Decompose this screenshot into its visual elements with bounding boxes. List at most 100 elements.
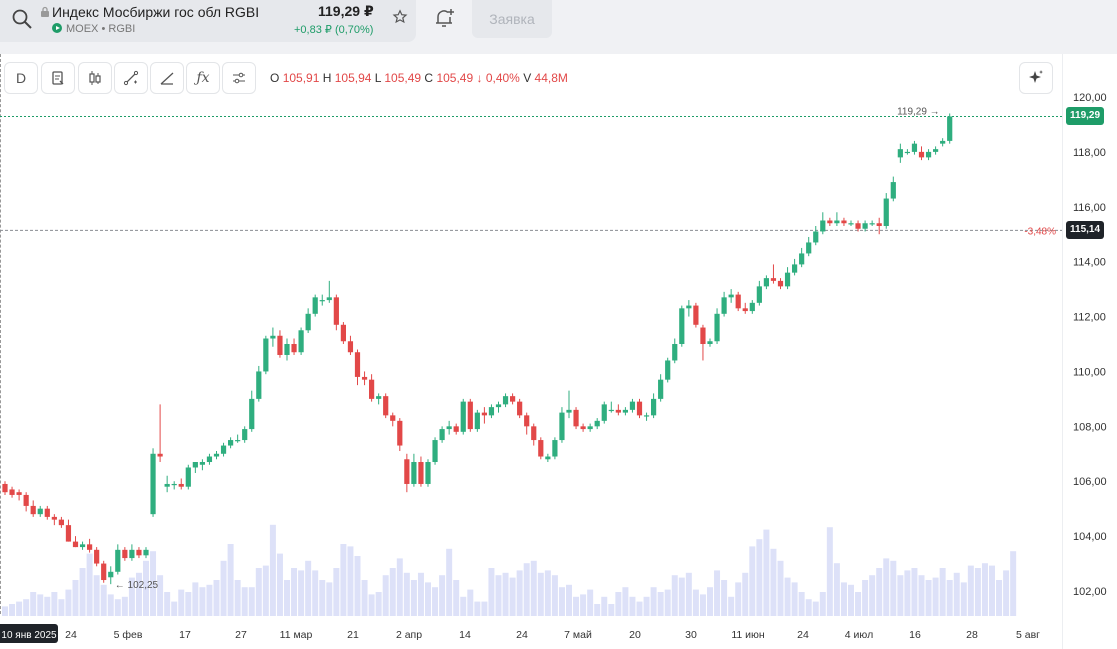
settings-button[interactable] bbox=[222, 62, 256, 94]
close-label: C bbox=[424, 71, 434, 85]
x-tick-label: 11 мар bbox=[280, 629, 313, 641]
change-value: ↓ 0,40% bbox=[476, 71, 520, 85]
high-label: H bbox=[322, 71, 332, 85]
volume-bar bbox=[798, 592, 805, 616]
candle-body bbox=[707, 341, 713, 344]
candle-body bbox=[65, 525, 72, 542]
volume-bar bbox=[474, 601, 481, 616]
volume-bar bbox=[495, 575, 502, 616]
candle-body bbox=[502, 396, 509, 405]
y-tick-label: 110,00 bbox=[1073, 366, 1106, 378]
volume-bar bbox=[594, 604, 601, 616]
volume-bar bbox=[805, 599, 812, 616]
volume-bar bbox=[128, 577, 135, 616]
volume-bar bbox=[199, 587, 206, 616]
volume-bar bbox=[333, 568, 340, 616]
volume-bar bbox=[784, 577, 791, 616]
candle-body bbox=[897, 149, 903, 158]
candle-body bbox=[693, 305, 699, 325]
order-button[interactable]: Заявка bbox=[472, 0, 552, 38]
candle-body bbox=[23, 494, 29, 506]
x-tick-label: 28 bbox=[966, 629, 978, 641]
volume-label: V bbox=[523, 71, 532, 85]
candle-body bbox=[756, 286, 762, 303]
x-tick-label: 30 bbox=[685, 629, 697, 641]
y-tick-label: 108,00 bbox=[1073, 421, 1107, 433]
candle-body bbox=[890, 182, 896, 199]
interval-button[interactable]: D bbox=[4, 62, 38, 94]
volume-bar bbox=[72, 580, 79, 616]
candle-body bbox=[876, 223, 882, 226]
volume-bar bbox=[932, 577, 939, 616]
x-tick-label: 5 авг bbox=[1016, 629, 1040, 641]
candle-body bbox=[643, 415, 650, 417]
candle-body bbox=[291, 344, 297, 353]
left-edge-marker bbox=[0, 54, 1, 614]
volume-bar bbox=[890, 560, 897, 616]
instrument-search[interactable]: Индекс Мосбиржи гос обл RGBI 119,29 ₽ MO… bbox=[0, 0, 416, 42]
volume-bar bbox=[939, 568, 946, 616]
volume-bar bbox=[16, 601, 23, 616]
candle-body bbox=[242, 429, 248, 441]
volume-bar bbox=[291, 568, 298, 616]
indicators-button[interactable]: ƒx bbox=[186, 62, 220, 94]
volume-bar bbox=[678, 577, 685, 616]
x-tick-label: 16 bbox=[909, 629, 921, 641]
volume-bar bbox=[234, 580, 241, 616]
volume-bar bbox=[551, 575, 558, 616]
volume-bar bbox=[946, 580, 953, 616]
volume-bar bbox=[107, 594, 114, 616]
candle-body bbox=[594, 420, 600, 427]
volume-bar bbox=[410, 580, 417, 616]
y-tick-label: 118,00 bbox=[1073, 147, 1106, 159]
candle-body bbox=[249, 398, 255, 430]
last-price-badge: 119,29 bbox=[1066, 107, 1105, 126]
search-icon[interactable] bbox=[10, 7, 34, 31]
candle-body bbox=[672, 344, 678, 361]
document-button[interactable] bbox=[41, 62, 75, 94]
volume-bar bbox=[770, 548, 777, 616]
candle-body bbox=[460, 401, 466, 432]
candle-body bbox=[228, 440, 234, 446]
bell-icon[interactable] bbox=[432, 6, 456, 30]
candle-body bbox=[827, 220, 833, 224]
candle-body bbox=[615, 409, 621, 413]
candle-body bbox=[206, 456, 213, 463]
volume-bar bbox=[650, 587, 657, 616]
candle-body bbox=[834, 220, 840, 224]
volume-bar bbox=[23, 599, 30, 616]
candle-body bbox=[383, 396, 389, 416]
candle-body bbox=[347, 341, 354, 353]
volume-bar bbox=[488, 568, 495, 616]
ai-button[interactable] bbox=[1019, 62, 1053, 94]
x-tick-label: 10 янв 2025 bbox=[1, 630, 57, 641]
volume-bar bbox=[608, 604, 615, 616]
volume-bar bbox=[953, 572, 960, 616]
candle-body bbox=[495, 404, 502, 408]
candle-body bbox=[806, 242, 812, 254]
volume-bar bbox=[749, 546, 756, 616]
volume-bar bbox=[79, 568, 86, 616]
draw-tool-button[interactable] bbox=[150, 62, 184, 94]
volume-bar bbox=[699, 594, 706, 616]
candle-body bbox=[629, 401, 636, 410]
y-tick-label: 106,00 bbox=[1073, 476, 1107, 488]
volume-bar bbox=[855, 592, 862, 616]
settings-icon bbox=[233, 72, 245, 84]
volume-bar bbox=[629, 596, 636, 616]
line-tool-button[interactable] bbox=[114, 62, 148, 94]
volume-bar bbox=[396, 558, 403, 616]
candle-body bbox=[411, 462, 417, 484]
candle-body bbox=[714, 313, 720, 342]
candle-body bbox=[101, 563, 107, 581]
high-value: 105,94 bbox=[334, 71, 372, 85]
volume-bar bbox=[819, 592, 826, 616]
volume-bar bbox=[742, 572, 749, 616]
candle-body bbox=[742, 308, 748, 312]
candle-body bbox=[333, 297, 339, 325]
chart-type-button[interactable] bbox=[78, 62, 112, 94]
star-icon[interactable] bbox=[392, 9, 408, 25]
candle-body bbox=[122, 549, 128, 559]
volume-bar bbox=[171, 601, 178, 616]
